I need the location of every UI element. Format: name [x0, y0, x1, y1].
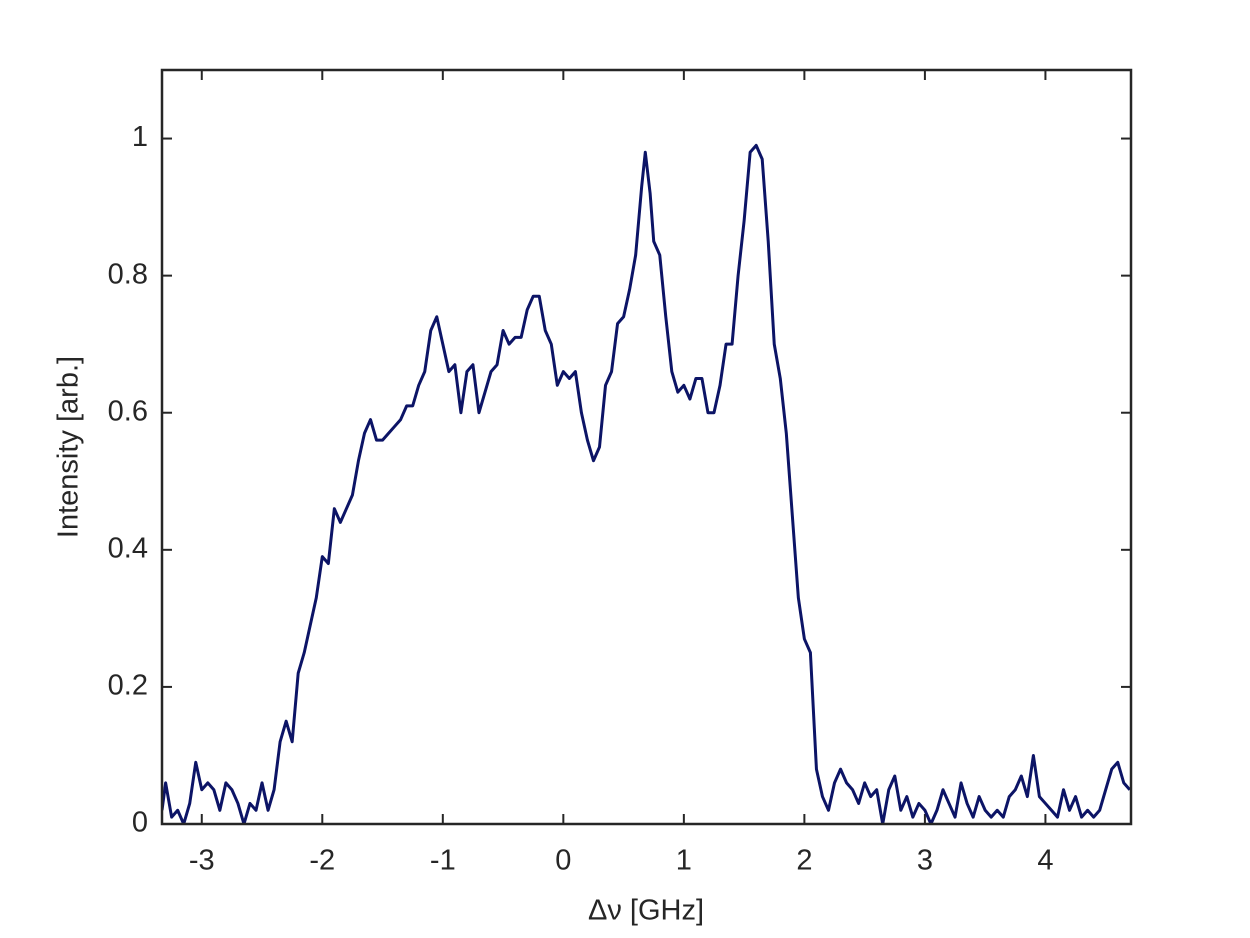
y-tick-label: 0.8 [108, 258, 148, 290]
x-tick-label: -3 [189, 845, 215, 877]
x-tick-label: 1 [676, 845, 692, 877]
y-tick-label: 1 [132, 121, 148, 153]
axes-box [160, 68, 1133, 826]
plot-area [162, 70, 1131, 824]
x-tick-label: 0 [555, 845, 571, 877]
y-tick-label: 0.4 [108, 532, 148, 564]
x-tick-label: 3 [917, 845, 933, 877]
x-tick-label: 4 [1037, 845, 1053, 877]
y-tick-label: 0 [132, 807, 148, 839]
data-line [162, 143, 1131, 824]
x-tick-label: 2 [796, 845, 812, 877]
x-tick-label: -2 [309, 845, 335, 877]
y-tick-label: 0.2 [108, 670, 148, 702]
x-axis-label: Δν [GHz] [588, 895, 704, 927]
y-tick-label: 0.6 [108, 395, 148, 427]
x-tick-label: -1 [430, 845, 456, 877]
y-axis-label: Intensity [arb.] [53, 356, 85, 538]
